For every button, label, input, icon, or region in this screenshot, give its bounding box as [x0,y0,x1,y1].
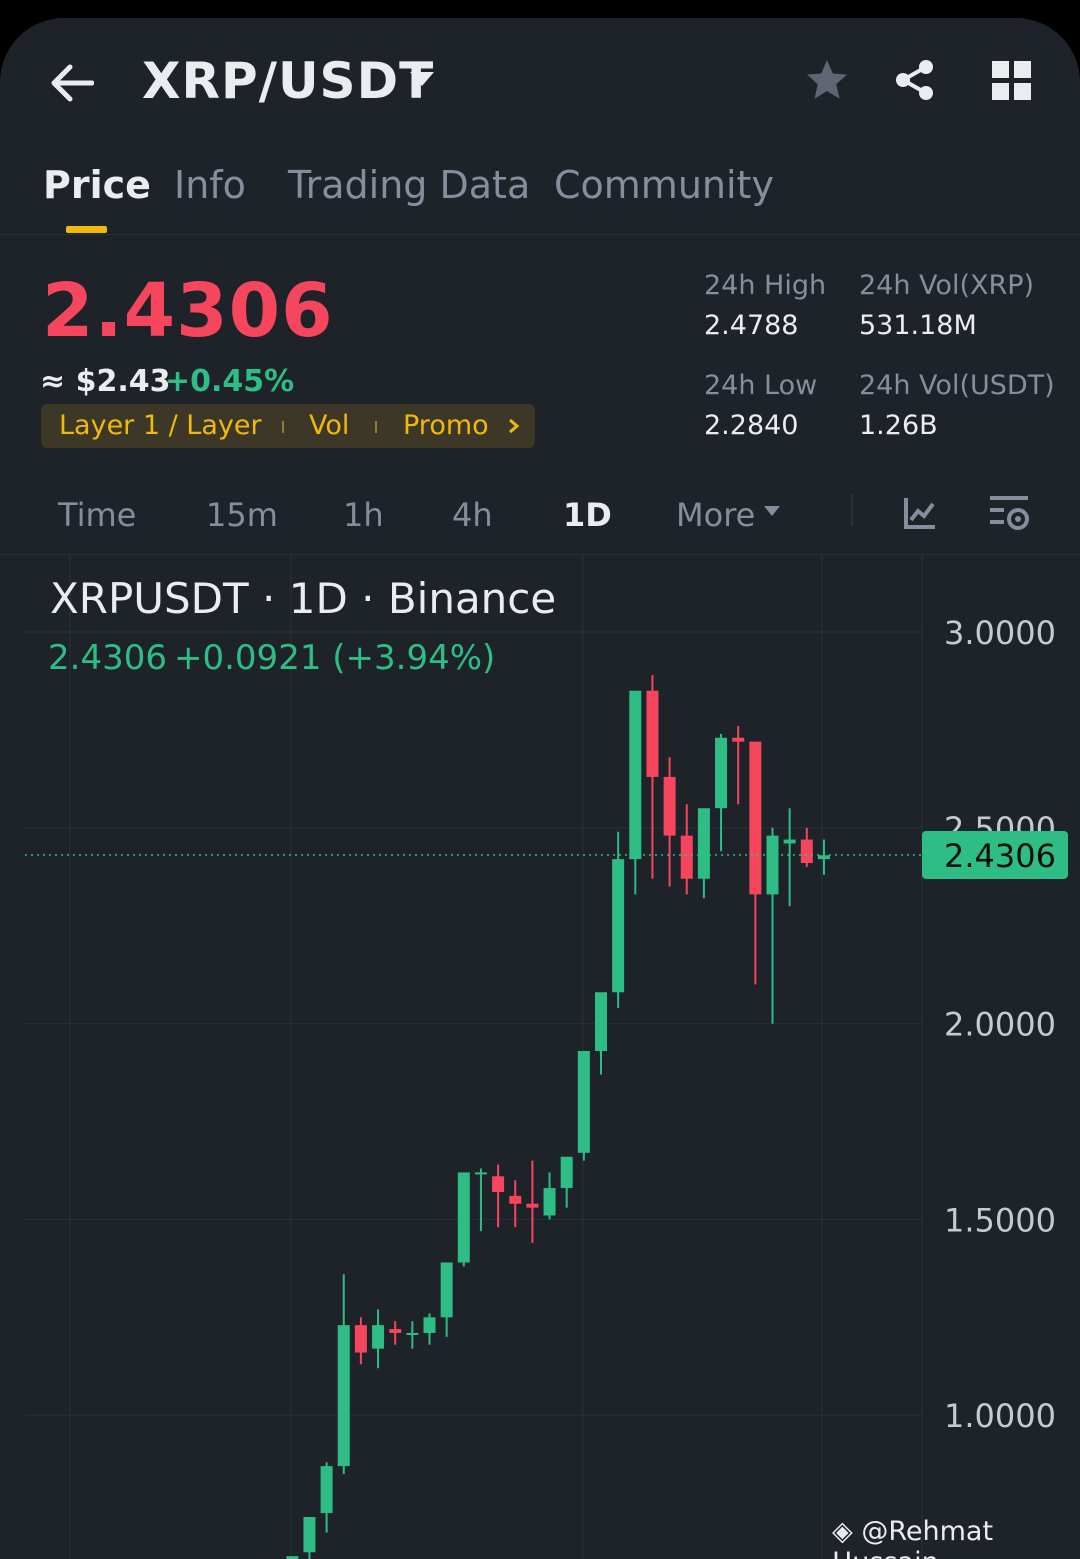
y-tick-label: 3.0000 [944,614,1056,652]
chart-last-price: 2.4306 [48,638,167,678]
candle-body [372,1325,385,1349]
last-price-badge [922,830,1068,879]
chevron-right-icon[interactable] [507,418,521,434]
tag-layer[interactable]: Layer 1 / Layer [59,410,262,441]
candle-body [646,690,659,777]
tag-bar[interactable] [41,404,535,448]
stat-low-value: 2.2840 [704,410,799,441]
chart-top-divider [0,554,1080,555]
candle-body [800,839,813,864]
indicator-chart-icon[interactable] [903,496,937,530]
candle-body [286,1556,299,1559]
candle-body [783,839,796,844]
approx-usd-price: ≈ $2.43 [40,364,171,399]
tag-separator [375,421,377,433]
candle-body [629,690,642,860]
candle-body [612,859,625,993]
candle-body [457,1172,470,1263]
stat-vol-usdt-label: 24h Vol(USDT) [859,370,1055,401]
candle-body [766,835,779,895]
candle-body [423,1317,436,1333]
stat-vol-xrp-label: 24h Vol(XRP) [859,270,1035,301]
interval-1h[interactable]: 1h [343,496,384,534]
candle-body [543,1188,556,1216]
dropdown-caret-icon[interactable] [408,70,436,88]
candle-body [509,1195,522,1204]
candle-body [389,1329,402,1333]
candle-body [680,835,693,879]
active-tab-indicator [66,226,107,233]
last-price-badge-label: 2.4306 [944,837,1056,875]
candle-body [749,741,762,895]
tab-price[interactable]: Price [43,163,151,207]
candle-body [697,808,710,879]
stat-high-label: 24h High [704,270,827,301]
app-screen: XRP/USDT Price Info Trading Data Communi… [0,18,1080,1559]
candle-body [320,1466,333,1514]
candle-body [492,1176,505,1192]
watermark-text: @Rehmat Hussain [832,1516,994,1559]
y-tick-label: 2.0000 [944,1006,1056,1044]
tab-community[interactable]: Community [554,163,774,207]
stat-low-label: 24h Low [704,370,818,401]
more-caret-icon[interactable] [763,505,781,517]
chart-title: XRPUSDT · 1D · Binance [50,574,557,623]
y-tick-label: 1.5000 [944,1201,1056,1239]
candle-body [663,776,676,836]
candle-body [303,1517,316,1553]
stat-vol-xrp-value: 531.18M [859,310,977,341]
share-icon[interactable] [893,58,937,102]
candle-body [817,855,830,860]
stat-vol-usdt-value: 1.26B [859,410,938,441]
grid-icon[interactable] [992,61,1032,101]
last-price: 2.4306 [42,268,334,354]
candle-body [577,1051,590,1153]
price-change-percent: +0.45% [165,364,295,399]
candle-body [354,1325,367,1353]
tabs-divider [0,234,1080,235]
interval-more[interactable]: More [676,496,756,534]
candle-body [440,1262,453,1318]
interval-1d[interactable]: 1D [563,496,612,534]
candle-body [406,1332,419,1335]
interval-15m[interactable]: 15m [206,496,278,534]
y-tick-label: 1.0000 [944,1397,1056,1435]
tag-vol[interactable]: Vol [309,410,350,441]
interval-divider [851,494,853,526]
watermark: ◈ @Rehmat Hussain [832,1516,1080,1559]
stat-high-value: 2.4788 [704,310,799,341]
candle-body [595,992,607,1052]
candle-body [732,737,745,742]
star-icon[interactable] [804,58,850,102]
tag-promo[interactable]: Promo [403,410,489,441]
candle-body [474,1172,487,1175]
candle-body [526,1203,539,1208]
chart-settings-icon[interactable] [990,494,1032,534]
pair-title[interactable]: XRP/USDT [142,52,435,110]
binance-logo-icon: ◈ [832,1516,853,1547]
interval-time[interactable]: Time [58,496,137,534]
chart-change: +0.0921 (+3.94%) [174,638,496,678]
tab-trading-data[interactable]: Trading Data [288,163,531,207]
candle-body [715,737,728,809]
back-arrow-icon[interactable] [48,63,94,103]
interval-4h[interactable]: 4h [452,496,493,534]
tag-separator [282,421,284,433]
candle-body [560,1156,573,1189]
tab-info[interactable]: Info [174,163,246,207]
candle-body [337,1325,350,1467]
